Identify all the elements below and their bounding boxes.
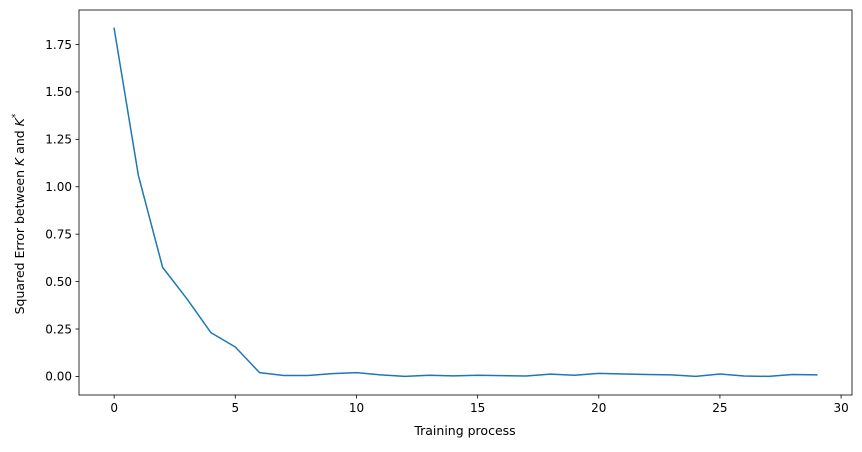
y-tick-label-1: 0.25 — [45, 322, 72, 336]
y-axis-label-middle: and — [12, 126, 27, 157]
y-axis-label-sup: * — [11, 113, 21, 118]
y-tick-label-2: 0.50 — [45, 275, 72, 289]
x-tick-label-3: 15 — [470, 401, 485, 415]
y-tick-label-3: 0.75 — [45, 227, 72, 241]
y-tick-label-4: 1.00 — [45, 180, 72, 194]
y-axis-label: Squared Error between K and K* — [11, 113, 27, 314]
y-axis-label-var1: K — [12, 156, 27, 166]
y-axis-label-prefix: Squared Error between — [12, 166, 27, 314]
y-tick-label-7: 1.75 — [45, 38, 72, 52]
plot-area — [113, 27, 818, 378]
x-tick-label-2: 10 — [349, 401, 364, 415]
x-tick-label-0: 0 — [110, 401, 118, 415]
x-tick-label-6: 30 — [833, 401, 848, 415]
y-axis-label-var2: K — [12, 116, 27, 126]
x-axis-label: Training process — [413, 423, 515, 438]
x-tick-label-4: 20 — [591, 401, 606, 415]
series-line-0 — [113, 27, 818, 378]
y-tick-label-5: 1.25 — [45, 133, 72, 147]
axes-frame — [78, 9, 853, 396]
axes: 0 5 10 15 20 25 30 0.00 0.25 0.50 0.75 1.00 1.25 1.50… — [45, 9, 853, 415]
y-tick-label-0: 0.00 — [45, 370, 72, 384]
x-tick-label-1: 5 — [231, 401, 239, 415]
x-tick-label-5: 25 — [712, 401, 727, 415]
y-tick-label-6: 1.50 — [45, 85, 72, 99]
